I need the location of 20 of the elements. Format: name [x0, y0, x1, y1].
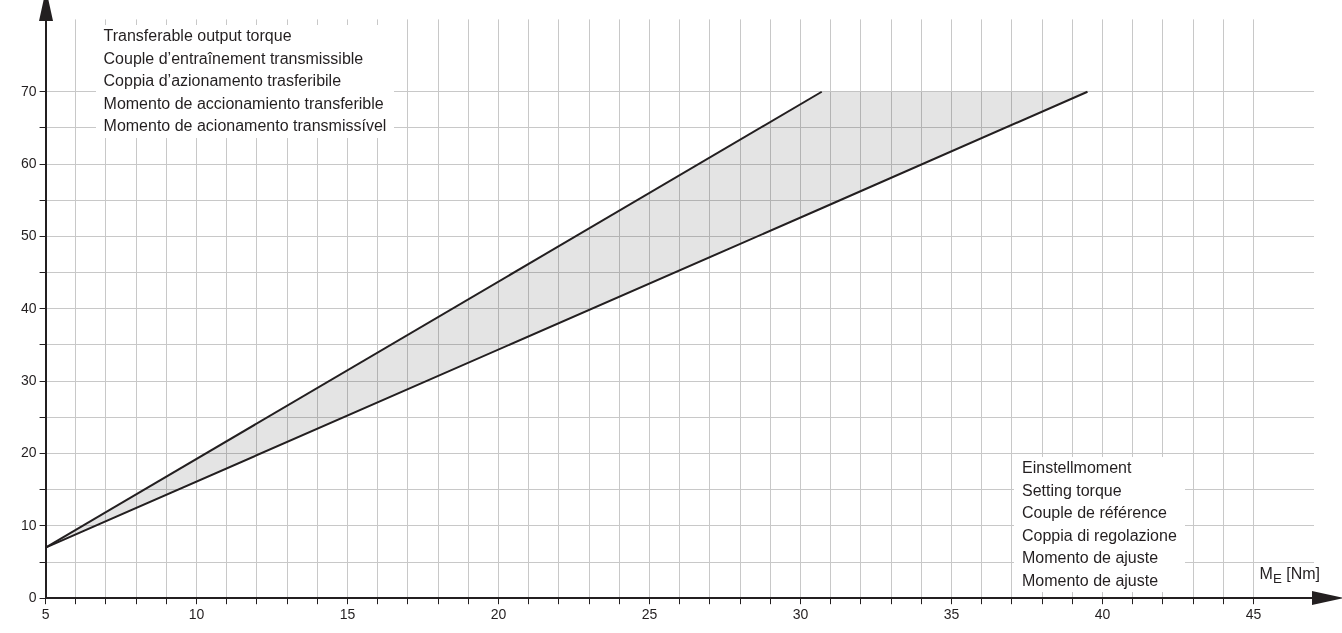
x-tick-label: 20 — [490, 606, 507, 623]
x-tick-label: 35 — [943, 606, 960, 623]
annotation: Einstellmoment Setting torque Couple de référence Coppia di regolazione Momento de ajuste Momento de ajuste — [1014, 457, 1185, 593]
y-tick-label: 20 — [20, 444, 37, 461]
y-tick-label: 0 — [28, 589, 37, 606]
x-tick-label: 5 — [41, 606, 50, 623]
y-axis-title: Transferable output torque Couple d’entraînement transmissible Coppia d’azionamento trasferibile Momento de accionamiento transferible Momento de acionamento transmissível — [95, 25, 395, 138]
y-tick-label: 50 — [20, 227, 37, 244]
x-axis-title: M$_{E}$ [Nm] — [1258, 563, 1321, 588]
x-tick-label: 15 — [339, 606, 356, 623]
x-tick-label: 10 — [188, 606, 205, 623]
y-tick-label: 10 — [20, 516, 37, 533]
y-tick-label: 60 — [20, 154, 37, 171]
y-tick-label: 40 — [20, 299, 37, 316]
x-tick-label: 25 — [641, 606, 658, 623]
y-tick-label: 70 — [20, 82, 37, 99]
x-tick-label: 45 — [1245, 606, 1262, 623]
x-tick-label: 40 — [1094, 606, 1111, 623]
x-tick-label: 30 — [792, 606, 809, 623]
y-tick-label: 30 — [20, 372, 37, 389]
